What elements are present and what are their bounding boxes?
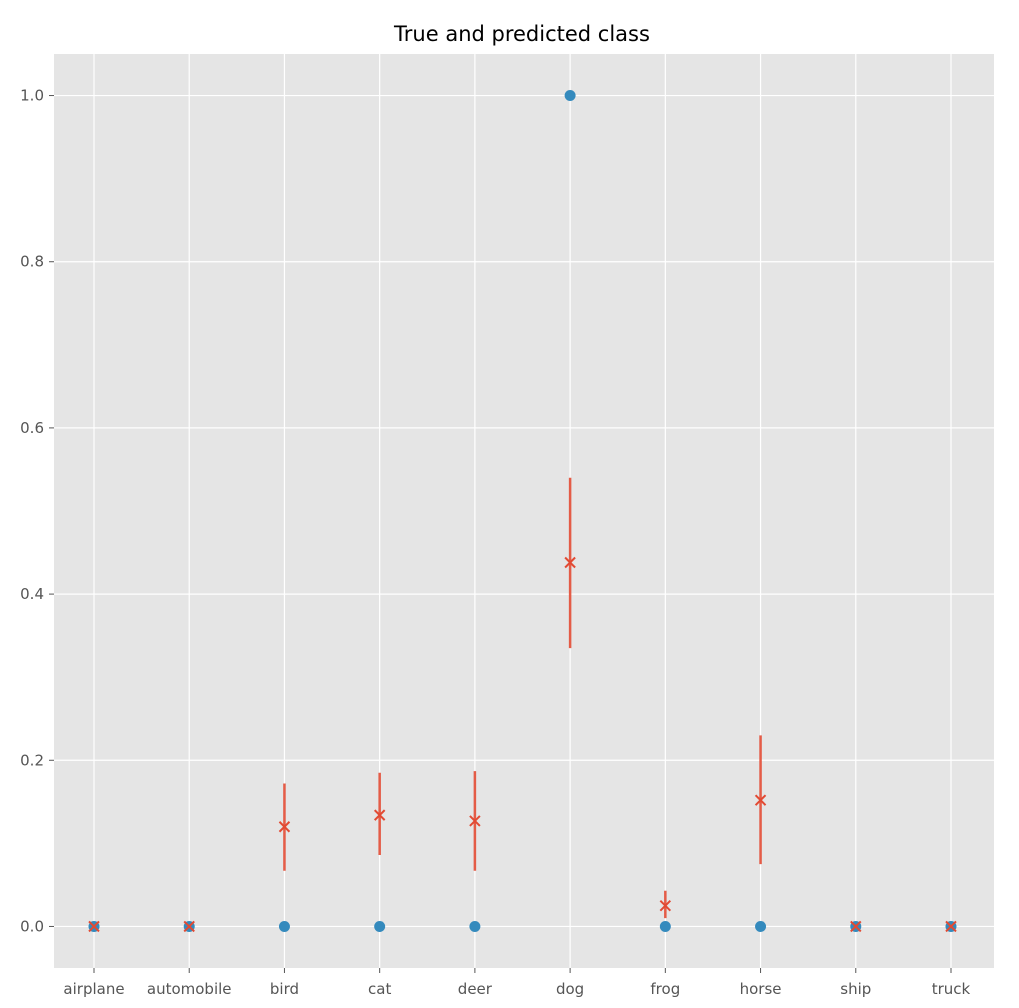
x-tick-label: airplane bbox=[63, 980, 124, 998]
y-tick-label: 0.0 bbox=[20, 917, 44, 935]
predicted-marker-stroke bbox=[850, 920, 862, 933]
x-axis-ticks: airplane automobile bird cat deer dog frog hors… bbox=[63, 968, 971, 998]
x-tick-label: cat bbox=[368, 980, 391, 998]
predicted-marker-stroke bbox=[469, 815, 481, 827]
x-tick-label: horse bbox=[740, 980, 782, 998]
predicted-point-frog bbox=[659, 899, 672, 912]
x-tick-label: truck bbox=[932, 980, 971, 998]
predicted-point-cat bbox=[373, 809, 386, 821]
y-tick-label: 0.4 bbox=[20, 585, 44, 603]
predicted-point-truck bbox=[945, 920, 957, 933]
predicted-point-automobile bbox=[183, 920, 195, 933]
x-tick-label: frog bbox=[650, 980, 680, 998]
true-point-bird bbox=[278, 920, 290, 932]
true-point-cat bbox=[374, 920, 386, 932]
x-tick-label: automobile bbox=[147, 980, 232, 998]
x-tick-label: bird bbox=[270, 980, 299, 998]
predicted-marker-stroke bbox=[373, 809, 386, 821]
true-point-frog bbox=[659, 920, 671, 932]
y-axis-ticks: 0.0 0.2 0.4 0.6 0.8 1.0 bbox=[20, 87, 54, 935]
predicted-marker-stroke bbox=[945, 920, 957, 933]
predicted-point-horse bbox=[754, 794, 767, 806]
y-tick-label: 1.0 bbox=[20, 87, 44, 105]
plot-area bbox=[54, 54, 994, 968]
y-tick-label: 0.6 bbox=[20, 419, 44, 437]
predicted-marker-stroke bbox=[183, 920, 195, 933]
y-tick-label: 0.8 bbox=[20, 253, 44, 271]
predicted-marker-stroke bbox=[88, 920, 100, 933]
x-tick-label: deer bbox=[458, 980, 493, 998]
predicted-marker-stroke bbox=[754, 794, 767, 806]
true-point-deer bbox=[469, 920, 481, 932]
predicted-point-deer bbox=[469, 815, 481, 827]
predicted-marker-stroke bbox=[278, 821, 291, 833]
true-point-horse bbox=[755, 920, 767, 932]
predicted-marker-stroke bbox=[659, 899, 672, 912]
chart-title: True and predicted class bbox=[393, 22, 650, 46]
x-tick-label: dog bbox=[556, 980, 584, 998]
y-tick-label: 0.2 bbox=[20, 751, 44, 769]
x-tick-label: ship bbox=[840, 980, 871, 998]
data-points bbox=[88, 90, 957, 933]
true-point-dog bbox=[564, 90, 576, 102]
predicted-point-airplane bbox=[88, 920, 100, 933]
predicted-point-dog bbox=[564, 556, 576, 569]
predicted-marker-stroke bbox=[564, 556, 576, 569]
predicted-point-ship bbox=[850, 920, 862, 933]
predicted-point-bird bbox=[278, 821, 291, 833]
